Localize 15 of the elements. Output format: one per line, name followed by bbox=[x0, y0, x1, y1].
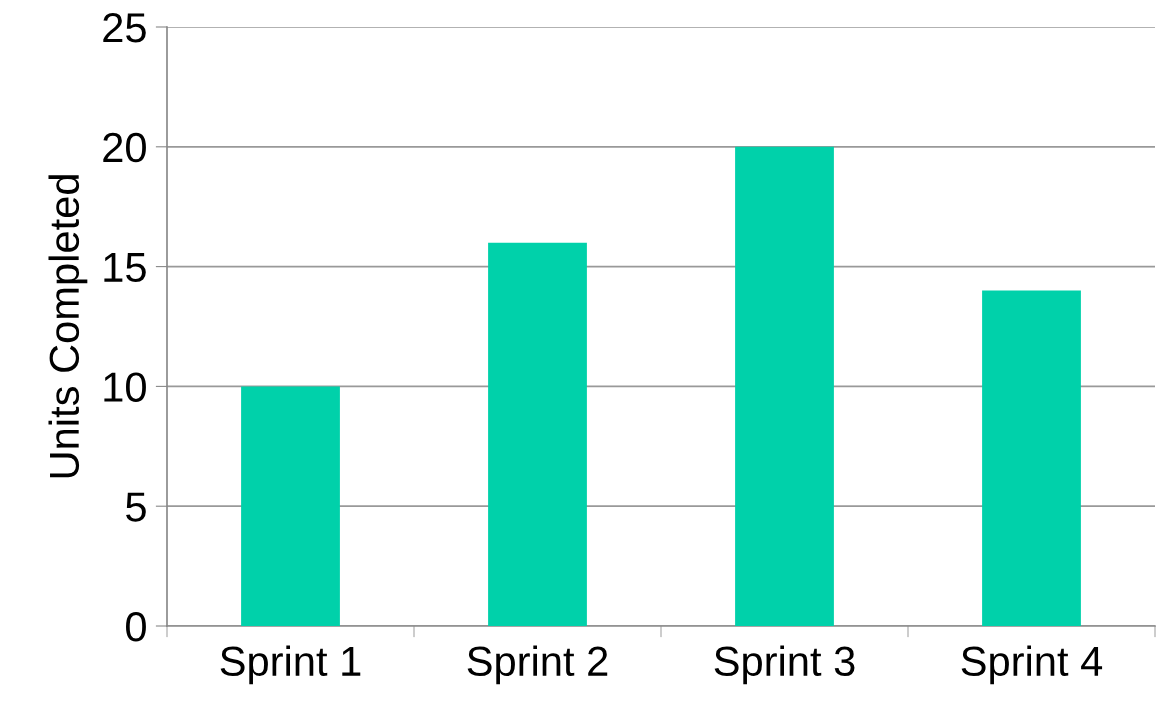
y-tick-label: 10 bbox=[104, 372, 146, 402]
x-tick-label: Sprint 3 bbox=[714, 645, 855, 685]
y-tick-label: 25 bbox=[103, 13, 146, 43]
y-tick-label: 15 bbox=[104, 253, 146, 283]
y-axis-title: Units Completed bbox=[48, 175, 88, 478]
x-tick-label: Sprint 2 bbox=[467, 645, 608, 685]
y-tick-label: 0 bbox=[126, 612, 146, 642]
bar bbox=[488, 242, 587, 626]
bar bbox=[241, 386, 340, 626]
bar bbox=[735, 146, 834, 626]
y-tick-label: 5 bbox=[126, 492, 146, 522]
bar bbox=[982, 290, 1081, 626]
x-tick-label: Sprint 1 bbox=[220, 645, 361, 685]
x-tick-label: Sprint 4 bbox=[961, 645, 1103, 685]
y-tick-label: 20 bbox=[103, 132, 146, 163]
